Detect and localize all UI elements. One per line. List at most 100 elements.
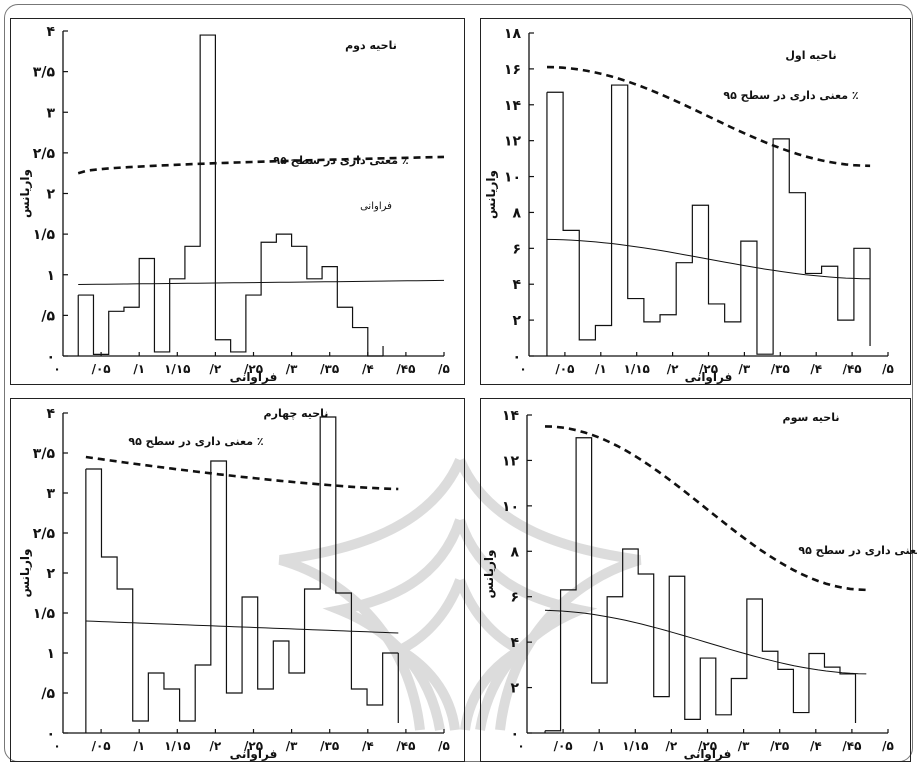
bar: [838, 320, 854, 356]
bar: [824, 667, 840, 733]
bar: [741, 241, 757, 356]
chart-svg: ۰ ۲ ۴ ۶ ۸ ۱۰ ۱۲ ۱۴ ۱۶ ۱۸/۰۵/۱ ۱/۱۵/۲/۲۵/۳/۳۵/۴/۴۵ /…: [484, 26, 894, 385]
y-tick-label: ۱۰: [502, 499, 519, 515]
y-tick-label: ۰: [510, 726, 519, 742]
y-tick-label: ۱۲: [504, 134, 522, 150]
x-tick-label: /۲: [210, 362, 222, 376]
bar: [226, 693, 242, 733]
bar: [101, 557, 117, 733]
bar: [164, 689, 180, 733]
bar: [854, 248, 870, 356]
bar: [644, 322, 660, 356]
bar: [246, 295, 261, 356]
y-tick-label: ۱/۵: [33, 606, 56, 622]
x-tick-label: /۴۵: [396, 362, 415, 376]
bar: [676, 263, 692, 356]
bar: [215, 340, 230, 356]
bar: [200, 35, 215, 356]
bar: [148, 673, 164, 733]
chart-title: ناحیه سوم: [783, 411, 840, 424]
x-origin-label: ۰: [53, 362, 60, 376]
significance-95-curve: [546, 65, 871, 168]
variance-step-line: [546, 84, 871, 355]
x-tick-label: ۱/۱۵: [624, 362, 650, 376]
bar: [725, 322, 741, 356]
bar: [579, 340, 595, 356]
y-tick-label: ۶: [512, 241, 521, 257]
x-tick-label: /۰۵: [92, 362, 111, 376]
x-origin-label: ۰: [519, 362, 526, 376]
significance-label: معنی داری در سطح ۹۵ ٪: [723, 89, 858, 102]
bar: [154, 352, 169, 356]
chart-title: ناحیه دوم: [345, 39, 397, 52]
bar: [337, 307, 352, 356]
bar: [117, 589, 133, 733]
y-tick-label: ۱/۵: [33, 227, 56, 243]
variance-step-line: [78, 34, 384, 357]
bar: [307, 279, 322, 356]
bar: [258, 689, 274, 733]
x-tick-label: /۳۵: [771, 362, 790, 376]
bar: [276, 234, 291, 356]
y-tick-label: ۱۴: [502, 408, 520, 424]
bar: [322, 267, 337, 356]
x-tick-label: /۰۵: [554, 739, 573, 753]
bar: [185, 246, 200, 356]
y-tick-label: ۴: [46, 406, 55, 422]
bar: [747, 599, 763, 733]
bar: [700, 658, 716, 733]
y-tick-label: ۴: [510, 635, 519, 651]
y-tick-label: ۲: [510, 681, 519, 697]
bar: [612, 85, 628, 356]
y-tick-label: ۰: [512, 349, 521, 365]
x-tick-label: /۲۵: [244, 739, 263, 753]
x-origin-label: ۰: [53, 739, 60, 753]
bar: [654, 697, 670, 733]
x-tick-label: /۱: [133, 362, 145, 376]
x-tick-label: /۲۵: [244, 362, 263, 376]
y-axis-label: واریانس: [18, 549, 33, 598]
chart-panel-region-4: ۰/۵ ۱ ۱/۵ ۲ ۲/۵ ۳ ۳/۵ ۴/۰۵/۱ ۱/۱۵/۲/۲۵/۳/۳۵/۴/۴۵…: [10, 398, 465, 762]
bar: [731, 678, 747, 733]
x-tick-label: /۳: [286, 362, 298, 376]
y-tick-label: ۳/۵: [33, 65, 56, 81]
y-tick-label: ۲: [512, 313, 521, 329]
bar: [809, 654, 825, 734]
bar: [211, 461, 227, 733]
bar: [133, 721, 149, 733]
x-tick-label: /۳۵: [320, 739, 339, 753]
y-axis-label: واریانس: [484, 170, 499, 219]
bar: [195, 665, 211, 733]
bar: [716, 715, 732, 733]
bar: [638, 574, 654, 733]
y-tick-label: ۳/۵: [33, 446, 56, 462]
x-tick-label: /۳: [738, 739, 750, 753]
x-tick-label: /۲۵: [699, 362, 718, 376]
smoothed-spectrum-line: [544, 609, 867, 675]
x-origin-label: ۰: [517, 739, 524, 753]
y-tick-label: ۰: [46, 726, 55, 742]
bar: [292, 246, 307, 356]
y-tick-label: ۶: [510, 590, 519, 606]
x-tick-label: /۱: [593, 739, 605, 753]
bar: [78, 295, 93, 356]
bar: [545, 731, 561, 733]
x-tick-label: /۲: [667, 362, 679, 376]
x-tick-label: ۱/۱۵: [164, 362, 190, 376]
bar: [547, 92, 563, 356]
chart-panel-region-2: ۰/۵ ۱ ۱/۵ ۲ ۲/۵ ۳ ۳/۵ ۴/۰۵/۱ ۱/۱۵/۲/۲۵/۳/۳۵/۴/۴۵…: [10, 18, 465, 385]
chart-title: ناحیه اول: [785, 49, 836, 62]
x-tick-label: /۵: [438, 362, 450, 376]
significance-label: معنی داری در سطح ۹۵ ٪: [798, 544, 917, 557]
y-tick-label: ۴: [512, 277, 521, 293]
watermark-emblem: [278, 457, 642, 731]
bar: [261, 242, 276, 356]
bar: [576, 438, 592, 733]
x-tick-label: /۳: [739, 362, 751, 376]
bar: [351, 689, 367, 733]
y-tick-label: ۱: [46, 646, 55, 662]
x-tick-label: /۰۵: [555, 362, 574, 376]
x-tick-label: /۲۵: [698, 739, 717, 753]
chart-panel-region-3: ۰ ۲ ۴ ۶ ۸ ۱۰ ۱۲ ۱۴/۰۵/۱ ۱/۱۵/۲/۲۵/۳/۳۵/۴/۴۵/۵ ۰ فر…: [480, 398, 917, 762]
bar: [778, 669, 794, 733]
